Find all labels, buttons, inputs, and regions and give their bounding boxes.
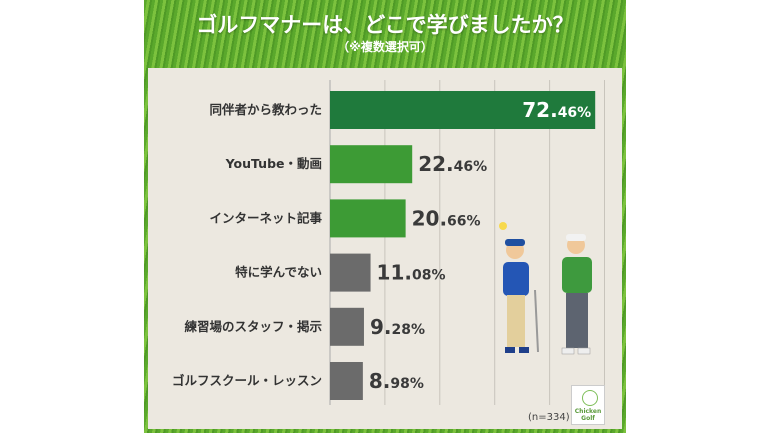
bar — [330, 91, 596, 129]
category-label: ゴルフスクール・レッスン — [172, 373, 322, 388]
value-label: 11.08% — [377, 261, 446, 285]
value-label: 8.98% — [369, 369, 424, 393]
bar — [330, 253, 371, 292]
value-label: 22.46% — [418, 152, 487, 176]
category-label: YouTube・動画 — [225, 156, 322, 171]
chart-subtitle: （※複数選択可） — [337, 40, 433, 54]
chart-title: ゴルフマナーは、どこで学びましたか？ — [196, 13, 574, 37]
category-label: 特に学んでない — [235, 265, 322, 280]
sample-size: (n=334) — [528, 412, 570, 423]
value-label: 9.28% — [370, 315, 425, 339]
category-label: 同伴者から教わった — [209, 102, 322, 117]
value-label: 20.66% — [412, 206, 481, 230]
value-label: 72.46% — [522, 98, 591, 122]
bar — [330, 199, 406, 238]
category-label: インターネット記事 — [209, 210, 322, 225]
category-label: 練習場のスタッフ・掲示 — [184, 319, 322, 334]
golfers-illustration — [499, 222, 592, 355]
chicken-golf-logo: Chicken Golf — [571, 385, 605, 425]
bar — [330, 362, 363, 400]
bar — [330, 145, 413, 184]
bar — [330, 307, 364, 346]
